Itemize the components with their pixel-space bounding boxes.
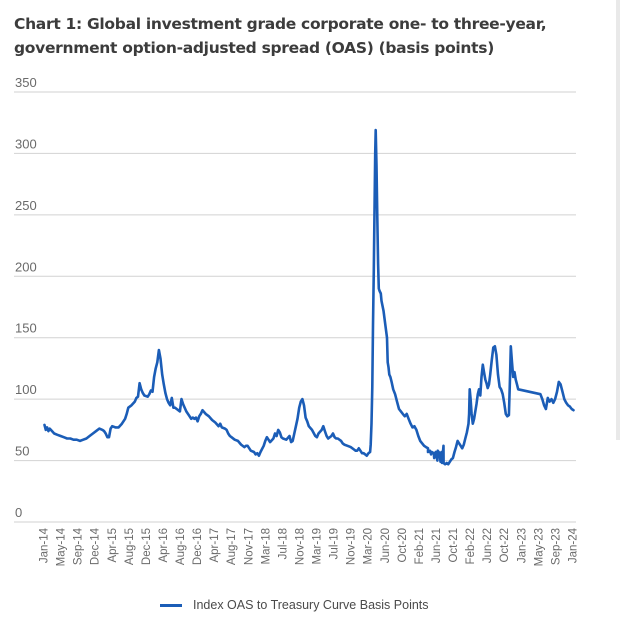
x-tick-label: Jul-18 <box>277 528 289 559</box>
x-tick-label: Dec-16 <box>192 528 204 565</box>
x-tick-label: Oct-20 <box>397 528 409 563</box>
legend: Index OAS to Treasury Curve Basis Points <box>160 598 429 612</box>
y-tick-label: 0 <box>15 505 22 520</box>
y-tick-label: 150 <box>15 321 37 336</box>
series-line-index-oas <box>43 128 575 466</box>
y-tick-label: 100 <box>15 382 37 397</box>
x-tick-label: Sep-14 <box>73 527 85 565</box>
y-tick-label: 300 <box>15 136 37 151</box>
x-tick-label: Apr-15 <box>107 528 119 563</box>
gridlines <box>14 91 576 523</box>
x-tick-label: Aug-15 <box>124 528 136 565</box>
x-tick-label: May-23 <box>533 528 545 566</box>
x-tick-label: May-14 <box>56 527 68 566</box>
x-tick-label: Jan-14 <box>39 527 51 563</box>
x-tick-label: Jun-21 <box>431 528 443 563</box>
legend-swatch <box>160 603 182 607</box>
x-tick-label: Nov-18 <box>294 528 306 565</box>
x-tick-label: Mar-18 <box>260 528 272 564</box>
x-tick-label: Dec-14 <box>90 527 102 565</box>
x-tick-label: Mar-19 <box>312 528 324 564</box>
x-tick-label: Nov-17 <box>243 528 255 565</box>
x-tick-label: Aug-16 <box>175 528 187 565</box>
x-tick-label: Jun-22 <box>482 528 494 563</box>
y-tick-label: 250 <box>15 198 37 213</box>
x-tick-label: Apr-16 <box>158 528 170 563</box>
x-axis-ticks: Jan-14 May-14 Sep-14 Dec-14 Apr-15 Aug-15 Dec-… <box>39 527 580 566</box>
x-tick-label: Oct-21 <box>448 528 460 563</box>
page-edge-scrollbar <box>616 0 620 440</box>
x-tick-label: Feb-22 <box>465 528 477 564</box>
x-tick-label: Jan-24 <box>568 527 580 563</box>
chart-title: Chart 1: Global investment grade corpora… <box>14 15 547 57</box>
x-tick-label: Apr-17 <box>209 528 221 563</box>
x-tick-label: Feb-21 <box>414 528 426 564</box>
x-tick-label: Jun-20 <box>380 528 392 563</box>
x-tick-label: Jan-23 <box>516 528 528 563</box>
x-tick-label: Sep-23 <box>550 528 562 565</box>
legend-label: Index OAS to Treasury Curve Basis Points <box>193 598 429 612</box>
x-tick-label: Nov-19 <box>346 528 358 565</box>
x-tick-label: Jul-19 <box>329 528 341 559</box>
y-axis-ticks: 0 50 100 150 200 250 300 350 <box>15 75 37 520</box>
x-tick-label: Oct-22 <box>499 528 511 563</box>
x-tick-label: Mar-20 <box>363 528 375 564</box>
x-tick-label: Dec-15 <box>141 528 153 565</box>
x-tick-label: Aug-17 <box>226 528 238 565</box>
y-tick-label: 50 <box>15 444 29 459</box>
y-tick-label: 200 <box>15 259 37 274</box>
y-tick-label: 350 <box>15 75 37 90</box>
